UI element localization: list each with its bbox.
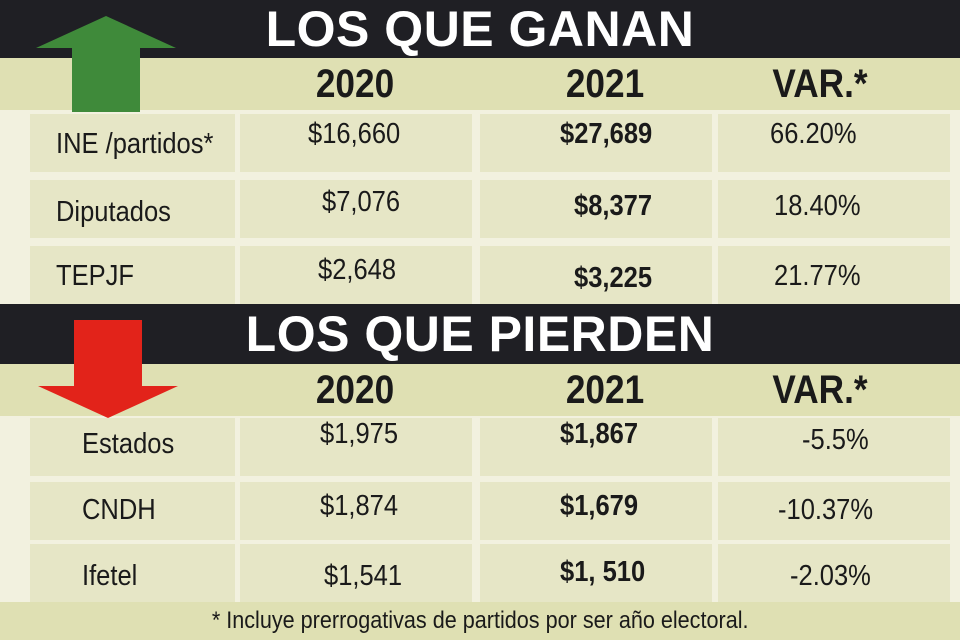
row-value-2021: $1,679 [560,490,639,522]
row-2021-cell [480,482,712,540]
row-value-2021: $1, 510 [560,556,646,588]
row-label-cell [30,482,235,540]
lose-title-text: LOS QUE PIERDEN [245,306,715,362]
row-var-cell [718,482,950,540]
row-value-2021: $1,867 [560,418,639,450]
row-2020-cell [240,418,472,476]
lose-section-title: LOS QUE PIERDEN [0,304,960,364]
row-var-cell [718,180,950,238]
table-row: Diputados $7,076 $8,377 18.40% [0,176,960,238]
row-2020-cell [240,544,472,602]
row-value-var: -2.03% [790,560,871,592]
row-label-cell [30,246,235,304]
gain-section-title: LOS QUE GANAN [0,0,960,58]
table-row: Estados $1,975 $1,867 -5.5% [0,414,960,476]
row-value-2021: $27,689 [560,118,653,150]
lose-header-2020: 2020 [315,367,395,412]
row-value-var: -10.37% [778,494,874,526]
row-value-var: 18.40% [774,190,861,222]
gain-header-var: VAR.* [772,61,868,106]
row-label-cell [30,418,235,476]
row-label: INE /partidos* [56,128,214,160]
row-var-cell [718,544,950,602]
lose-header-2021: 2021 [565,367,645,412]
row-value-var: 66.20% [770,118,857,150]
gain-title-text: LOS QUE GANAN [265,1,695,57]
row-value-var: 21.77% [774,260,861,292]
row-2020-cell [240,114,472,172]
row-value-2020: $7,076 [322,186,401,218]
gain-header-2020: 2020 [315,61,395,106]
row-2021-cell [480,544,712,602]
footnote: * Incluye prerrogativas de partidos por … [0,602,960,640]
up-arrow-icon [36,16,176,112]
row-value-2020: $16,660 [308,118,401,150]
gain-header-row: 2020 2021 VAR.* [0,58,960,110]
lose-header-var: VAR.* [772,367,868,412]
row-2021-cell [480,246,712,304]
table-row: CNDH $1,874 $1,679 -10.37% [0,478,960,540]
row-2020-cell [240,482,472,540]
row-label-cell [30,544,235,602]
table-row: TEPJF $2,648 $3,225 21.77% [0,242,960,304]
row-2021-cell [480,418,712,476]
gain-header-2021: 2021 [565,61,645,106]
table-row: Ifetel $1,541 $1, 510 -2.03% [0,540,960,602]
row-value-2020: $2,648 [318,254,397,286]
row-value-var: -5.5% [802,424,869,456]
down-arrow-icon [38,320,178,418]
row-var-cell [718,246,950,304]
row-2020-cell [240,246,472,304]
row-2021-cell [480,114,712,172]
row-label: Estados [82,428,175,460]
row-var-cell [718,114,950,172]
row-value-2021: $3,225 [574,262,653,294]
row-2020-cell [240,180,472,238]
row-value-2021: $8,377 [574,190,653,222]
row-value-2020: $1,975 [320,418,399,450]
row-label-cell [30,180,235,238]
row-var-cell [718,418,950,476]
row-2021-cell [480,180,712,238]
row-label: CNDH [82,494,156,526]
footnote-text: * Incluye prerrogativas de partidos por … [211,607,749,634]
row-label: Diputados [56,196,171,228]
row-label: TEPJF [56,260,134,292]
row-label-cell [30,114,235,172]
row-value-2020: $1,541 [324,560,403,592]
row-value-2020: $1,874 [320,490,399,522]
row-label: Ifetel [82,560,138,592]
table-row: INE /partidos* $16,660 $27,689 66.20% [0,110,960,172]
